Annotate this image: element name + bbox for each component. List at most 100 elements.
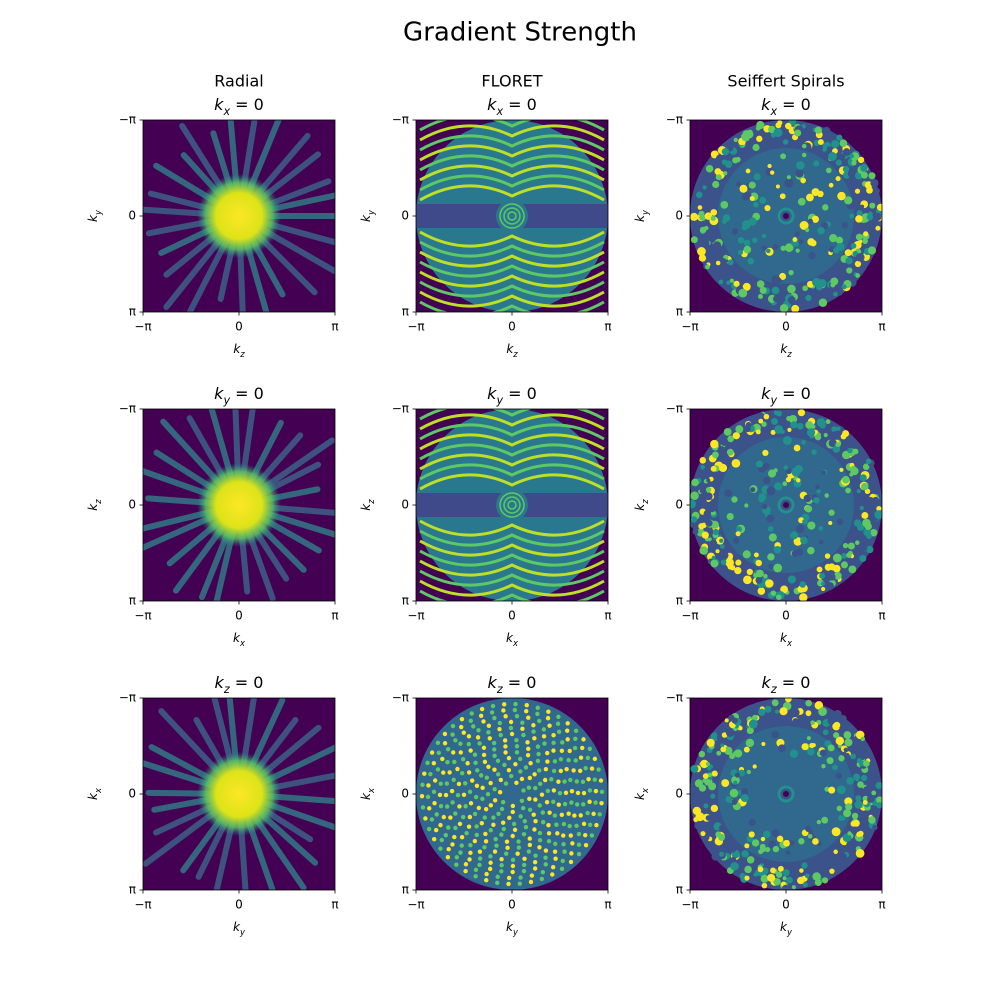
speck — [843, 747, 849, 753]
dot — [497, 789, 503, 795]
speck — [733, 735, 738, 741]
speck — [811, 743, 816, 748]
speck — [799, 868, 804, 873]
dot — [558, 768, 564, 774]
speck — [723, 427, 732, 436]
heatmap-image — [143, 698, 335, 890]
x-tick-label: 0 — [235, 609, 243, 623]
dot — [581, 790, 587, 796]
dot — [537, 830, 543, 836]
speck — [841, 221, 849, 229]
heatmap-image — [690, 120, 882, 312]
speck — [776, 594, 782, 600]
speck — [821, 470, 826, 475]
speck — [850, 753, 857, 760]
speck — [805, 575, 811, 581]
speck — [832, 553, 842, 563]
dot — [477, 856, 483, 861]
panel-title: ky = 0 — [214, 384, 264, 407]
dot — [520, 726, 525, 732]
dot — [445, 854, 451, 860]
dot — [491, 740, 497, 746]
speck — [821, 816, 829, 824]
dot — [496, 772, 501, 777]
speck — [816, 726, 824, 734]
heatmap-image — [143, 409, 335, 601]
dot — [570, 841, 575, 846]
speck — [752, 237, 758, 244]
speck — [822, 204, 829, 211]
dot — [450, 732, 455, 737]
ring — [507, 211, 517, 221]
dot — [592, 756, 598, 762]
dot — [499, 832, 504, 837]
speck — [774, 425, 784, 434]
dot — [481, 745, 487, 751]
dot — [472, 811, 478, 817]
dot — [502, 702, 507, 707]
speck — [802, 285, 808, 292]
speck — [758, 708, 766, 716]
dot — [531, 812, 536, 817]
dot — [565, 737, 570, 742]
speck — [850, 243, 857, 249]
speck — [865, 830, 873, 838]
speck — [720, 743, 725, 748]
speck — [690, 236, 698, 244]
speck — [703, 509, 711, 518]
speck — [721, 779, 730, 787]
speck — [705, 486, 712, 493]
dot — [446, 847, 451, 852]
speck — [830, 282, 836, 288]
dot — [532, 827, 537, 832]
dot — [461, 792, 467, 797]
dot — [552, 759, 558, 764]
dot — [551, 740, 556, 745]
dot — [516, 845, 522, 850]
speck — [720, 559, 727, 566]
speck — [731, 496, 738, 503]
core — [197, 752, 281, 836]
speck — [744, 426, 751, 433]
dot — [499, 863, 504, 868]
dot — [467, 857, 472, 862]
speck — [835, 772, 843, 779]
speck — [769, 170, 775, 175]
heatmap-image — [690, 409, 882, 601]
speck — [710, 215, 716, 221]
dot — [514, 713, 520, 719]
arc — [419, 120, 605, 132]
dot — [539, 876, 545, 882]
speck — [840, 433, 847, 440]
dot — [527, 807, 533, 812]
speck — [835, 736, 845, 746]
speck — [823, 433, 828, 438]
speck — [807, 747, 815, 756]
hub-core — [783, 213, 789, 219]
speck — [746, 568, 753, 576]
speck — [839, 715, 847, 723]
dot — [472, 752, 478, 757]
speck — [761, 882, 768, 889]
dot — [547, 810, 552, 815]
arc — [419, 413, 605, 431]
speck — [853, 455, 862, 464]
arc — [419, 164, 605, 182]
dot — [526, 849, 532, 854]
dot — [447, 770, 452, 775]
speck — [702, 185, 707, 190]
speck — [750, 301, 755, 306]
speck — [699, 488, 706, 494]
y-tick-label: π — [402, 594, 409, 608]
dot — [526, 715, 531, 720]
speck — [731, 458, 741, 468]
y-axis-label: ky — [359, 209, 376, 222]
y-tick-label: π — [129, 305, 136, 319]
dot — [459, 843, 464, 848]
panel-title: kz = 0 — [488, 673, 537, 696]
dot — [474, 824, 479, 829]
speck — [748, 181, 756, 189]
speck — [766, 486, 776, 496]
arc — [419, 409, 605, 421]
speck — [845, 803, 853, 811]
